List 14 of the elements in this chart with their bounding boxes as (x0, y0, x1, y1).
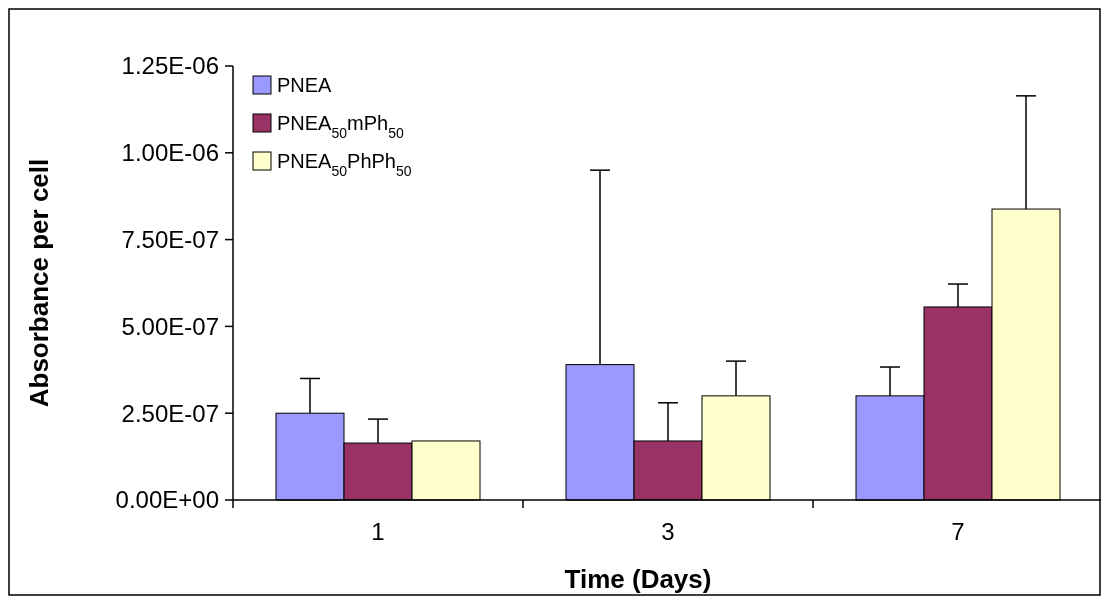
y-tick-label: 2.50E-07 (121, 399, 219, 427)
legend-label: PNEA (277, 74, 333, 96)
x-tick-label: 7 (951, 518, 965, 545)
x-tick-label: 3 (661, 518, 675, 545)
x-tick-label: 1 (371, 518, 385, 545)
x-axis-title: Time (Days) (564, 564, 712, 594)
y-tick-label: 0.00E+00 (115, 486, 219, 514)
y-tick-label: 7.50E-07 (121, 226, 219, 253)
y-tick-label: 1.25E-06 (121, 52, 219, 80)
y-axis-title: Absorbance per cell (24, 158, 54, 408)
legend-label: PNEA$_{50}$mPh$_{50}$ (277, 112, 404, 141)
y-tick-label: 1.00E-06 (121, 139, 219, 167)
legend-label: PNEA$_{50}$PhPh$_{50}$ (277, 150, 412, 179)
y-tick-label: 5.00E-07 (121, 312, 219, 340)
